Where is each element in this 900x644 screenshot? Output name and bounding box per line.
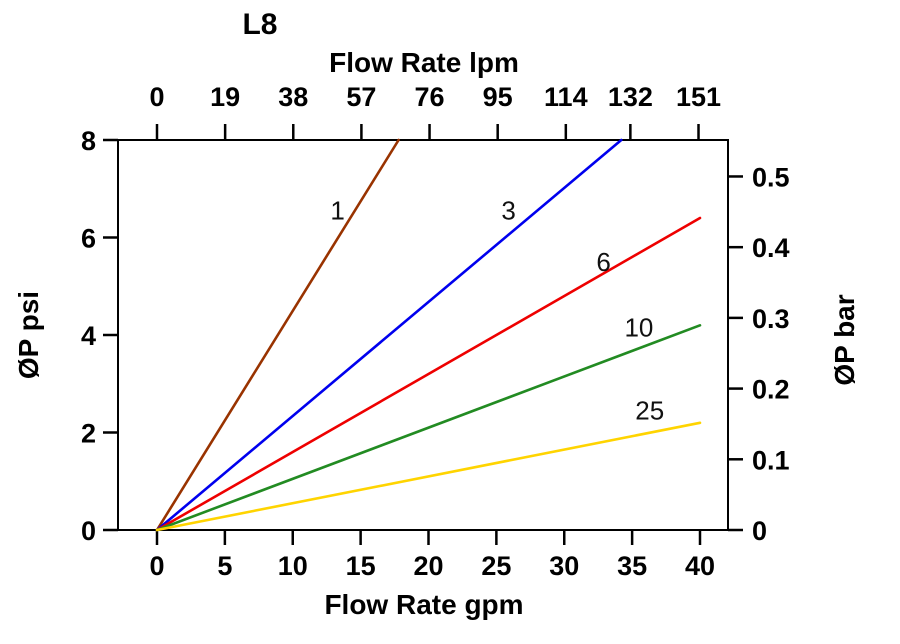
top-tick-label: 114 bbox=[544, 82, 588, 112]
top-tick-label: 76 bbox=[415, 82, 445, 112]
top-tick-label: 151 bbox=[676, 82, 721, 112]
left-axis-ticks: 0 2 4 6 8 bbox=[81, 126, 118, 546]
bottom-tick-label: 5 bbox=[217, 551, 232, 581]
left-axis-title: ØP psi bbox=[13, 291, 44, 379]
left-tick-label: 0 bbox=[81, 516, 96, 546]
right-tick-label: 0.5 bbox=[752, 162, 790, 192]
series-label-3: 3 bbox=[501, 196, 515, 226]
top-tick-label: 19 bbox=[210, 82, 240, 112]
right-axis-title: ØP bar bbox=[829, 294, 860, 385]
series-line-6 bbox=[155, 216, 702, 532]
series-line-25 bbox=[155, 421, 702, 532]
bottom-tick-label: 15 bbox=[346, 551, 376, 581]
left-tick-label: 2 bbox=[81, 419, 96, 449]
bottom-tick-label: 35 bbox=[617, 551, 647, 581]
series-label-25: 25 bbox=[635, 396, 664, 426]
series-line-3 bbox=[155, 138, 623, 532]
bottom-tick-label: 10 bbox=[278, 551, 308, 581]
top-tick-label: 57 bbox=[346, 82, 376, 112]
series-label-10: 10 bbox=[624, 313, 653, 343]
left-tick-label: 6 bbox=[81, 224, 96, 254]
right-tick-label: 0 bbox=[752, 516, 767, 546]
right-tick-label: 0.1 bbox=[752, 445, 790, 475]
bottom-axis-title: Flow Rate gpm bbox=[324, 589, 523, 620]
top-tick-label: 95 bbox=[483, 82, 513, 112]
bottom-tick-label: 40 bbox=[685, 551, 715, 581]
series-lines bbox=[155, 138, 702, 532]
top-axis-ticks: 0 19 38 57 76 95 114 132 151 bbox=[149, 82, 721, 140]
series-line-1 bbox=[155, 138, 400, 532]
left-tick-label: 4 bbox=[81, 321, 96, 351]
bottom-tick-label: 0 bbox=[149, 551, 164, 581]
left-tick-label: 8 bbox=[81, 126, 96, 156]
right-axis-ticks: 0 0.1 0.2 0.3 0.4 0.5 bbox=[728, 162, 790, 546]
bottom-tick-label: 30 bbox=[549, 551, 579, 581]
top-axis-title: Flow Rate lpm bbox=[329, 47, 519, 78]
right-tick-label: 0.2 bbox=[752, 375, 790, 405]
bottom-tick-label: 20 bbox=[413, 551, 443, 581]
bottom-axis-ticks: 0 5 10 15 20 25 30 35 40 bbox=[149, 530, 715, 581]
top-tick-label: 0 bbox=[149, 82, 164, 112]
chart-title: L8 bbox=[242, 8, 277, 41]
top-tick-label: 38 bbox=[278, 82, 308, 112]
series-labels: 1 3 6 10 25 bbox=[330, 196, 664, 426]
right-tick-label: 0.3 bbox=[752, 304, 790, 334]
series-line-10 bbox=[155, 323, 702, 532]
series-label-1: 1 bbox=[330, 196, 344, 226]
series-label-6: 6 bbox=[596, 247, 610, 277]
top-tick-label: 132 bbox=[608, 82, 653, 112]
bottom-tick-label: 25 bbox=[481, 551, 511, 581]
right-tick-label: 0.4 bbox=[752, 233, 790, 263]
